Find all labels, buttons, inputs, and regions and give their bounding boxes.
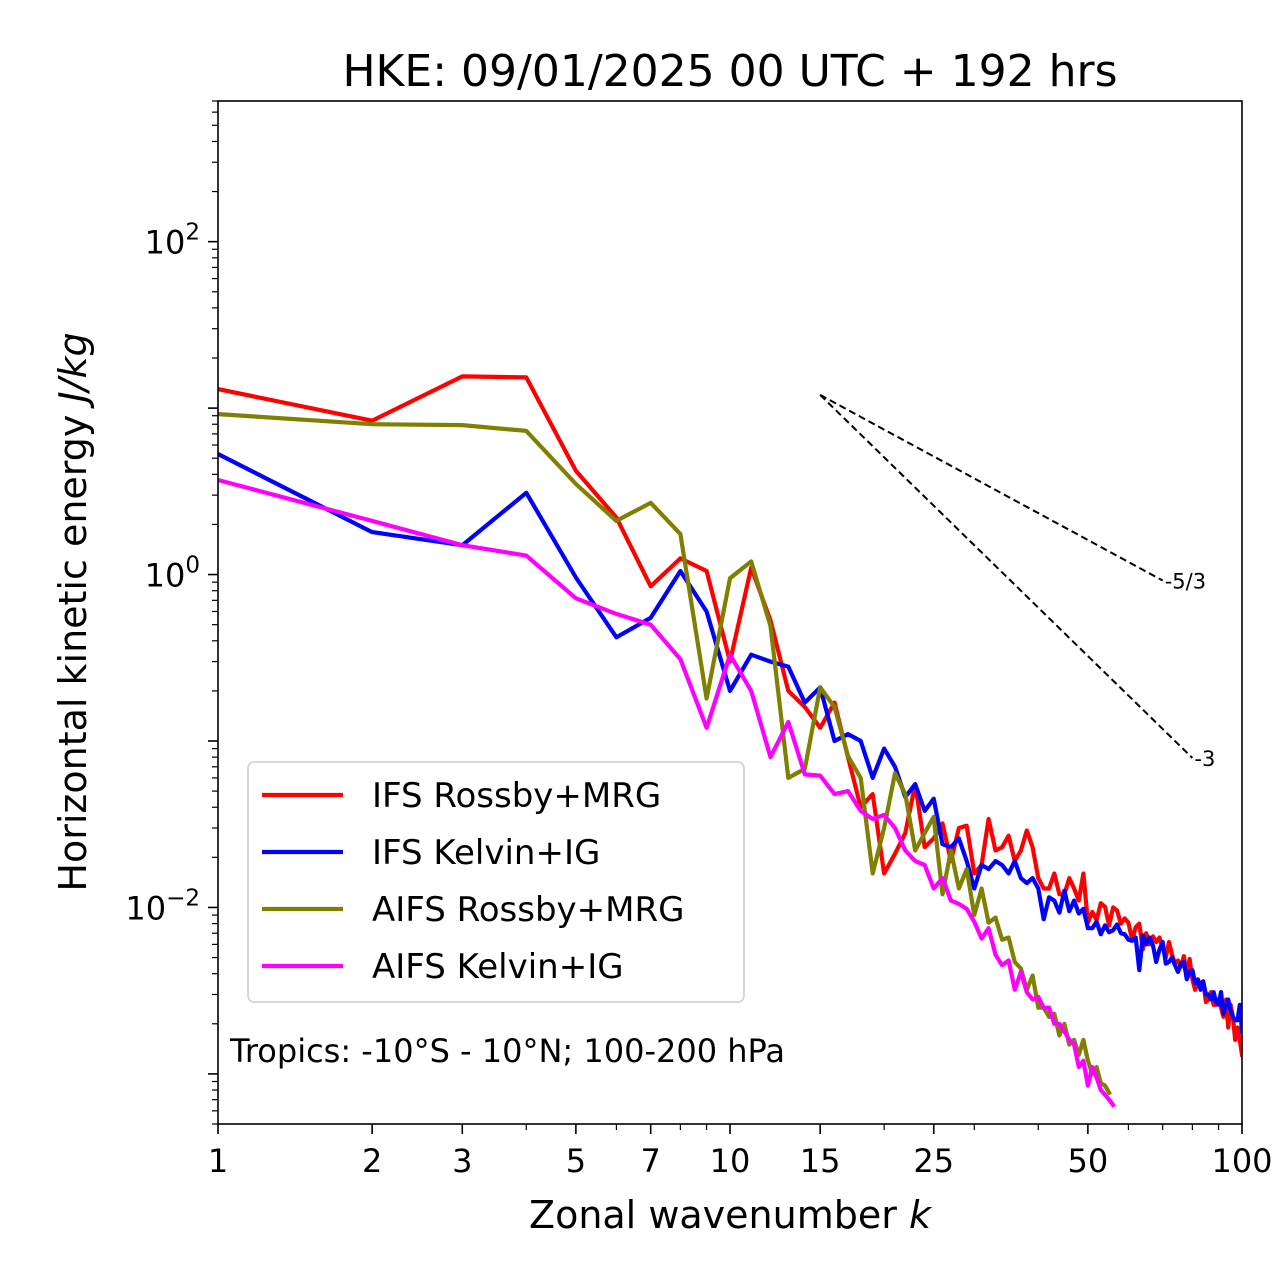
series-line-2 [218,451,1242,1034]
x-tick-label: 5 [566,1142,586,1180]
legend-label-3: AIFS Rossby+MRG [372,890,684,930]
reference-lines: -5/3 -3 [819,394,1215,771]
y-axis-label-units: J/kg [51,332,95,409]
series-layer [218,374,1242,1108]
reference-line-2 [819,394,1194,759]
x-axis-label: Zonal wavenumber k [529,1193,933,1237]
y-axis-label: Horizontal kinetic energy J/kg [51,332,95,891]
x-tick-label: 3 [452,1142,472,1180]
y-axis: 102 100 10−2 [125,100,218,1125]
x-axis: 1 2 3 5 7 10 15 25 50 100 [208,1124,1273,1180]
series-line-3 [218,411,1112,1096]
y-axis-label-text: Horizontal kinetic energy [51,415,95,892]
y-tick-label: 102 [145,220,200,262]
reference-label-2: -3 [1194,747,1215,771]
x-tick-label: 7 [641,1142,661,1180]
legend-label-1: IFS Rossby+MRG [372,776,661,816]
x-tick-label: 15 [800,1142,841,1180]
x-tick-label: 25 [913,1142,954,1180]
chart-title: HKE: 09/01/2025 00 UTC + 192 hrs [342,46,1117,97]
y-tick-label: 100 [145,553,200,595]
reference-label-1: -5/3 [1165,570,1206,594]
x-axis-label-text: Zonal wavenumber [529,1193,897,1237]
legend-label-4: AIFS Kelvin+IG [372,947,624,987]
legend-box [247,761,745,1003]
x-axis-label-variable: k [909,1193,933,1237]
region-annotation: Tropics: -10°S - 10°N; 100-200 hPa [229,1032,785,1070]
reference-line-1 [819,394,1164,582]
x-tick-label: 100 [1211,1142,1272,1180]
y-tick-label: 10−2 [125,885,200,927]
legend: IFS Rossby+MRG IFS Kelvin+IG AIFS Rossby+M… [247,761,745,1003]
x-tick-label: 10 [710,1142,751,1180]
x-tick-label: 50 [1068,1142,1109,1180]
x-tick-label: 2 [362,1142,382,1180]
x-tick-label: 1 [208,1142,228,1180]
series-line-4 [218,477,1117,1108]
legend-label-2: IFS Kelvin+IG [372,833,600,873]
